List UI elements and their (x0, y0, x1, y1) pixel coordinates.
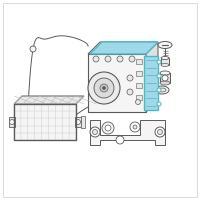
Circle shape (133, 125, 137, 129)
Circle shape (76, 119, 80, 124)
Bar (88, 54, 146, 112)
Circle shape (162, 75, 168, 81)
Polygon shape (14, 96, 84, 104)
Ellipse shape (158, 42, 172, 48)
Polygon shape (146, 42, 158, 112)
Circle shape (30, 46, 36, 52)
Circle shape (88, 72, 120, 104)
Circle shape (94, 78, 114, 98)
Bar (9, 117, 15, 127)
Circle shape (92, 130, 98, 134)
Polygon shape (88, 42, 158, 54)
Bar (14, 104, 76, 140)
Circle shape (136, 99, 140, 104)
Ellipse shape (155, 86, 169, 94)
Bar (136, 83, 142, 88)
Circle shape (155, 127, 165, 137)
Circle shape (157, 74, 161, 78)
Bar (14, 104, 76, 140)
Circle shape (100, 84, 108, 92)
Circle shape (102, 86, 106, 90)
Bar (81, 116, 85, 128)
Bar (136, 71, 142, 76)
Circle shape (129, 56, 135, 62)
Circle shape (127, 89, 133, 95)
Bar (75, 117, 81, 127)
Ellipse shape (161, 64, 169, 66)
Circle shape (10, 119, 14, 124)
Bar (161, 58, 169, 65)
Circle shape (127, 75, 133, 81)
Ellipse shape (161, 56, 169, 60)
Circle shape (93, 56, 99, 62)
Circle shape (105, 56, 111, 62)
Circle shape (117, 56, 123, 62)
Circle shape (90, 127, 100, 137)
Circle shape (157, 60, 161, 64)
Bar (160, 73, 170, 83)
Circle shape (42, 130, 44, 134)
Polygon shape (90, 42, 158, 54)
Circle shape (116, 136, 124, 144)
Circle shape (102, 122, 114, 134)
Circle shape (158, 130, 162, 134)
Circle shape (157, 88, 161, 92)
Ellipse shape (160, 81, 170, 85)
Circle shape (130, 122, 140, 132)
Ellipse shape (160, 71, 170, 75)
Circle shape (105, 125, 111, 131)
Bar (136, 95, 142, 100)
Circle shape (157, 102, 161, 106)
Circle shape (40, 129, 46, 136)
Polygon shape (90, 120, 165, 145)
Ellipse shape (158, 88, 166, 92)
Bar (144, 56, 158, 110)
Bar (136, 59, 142, 64)
